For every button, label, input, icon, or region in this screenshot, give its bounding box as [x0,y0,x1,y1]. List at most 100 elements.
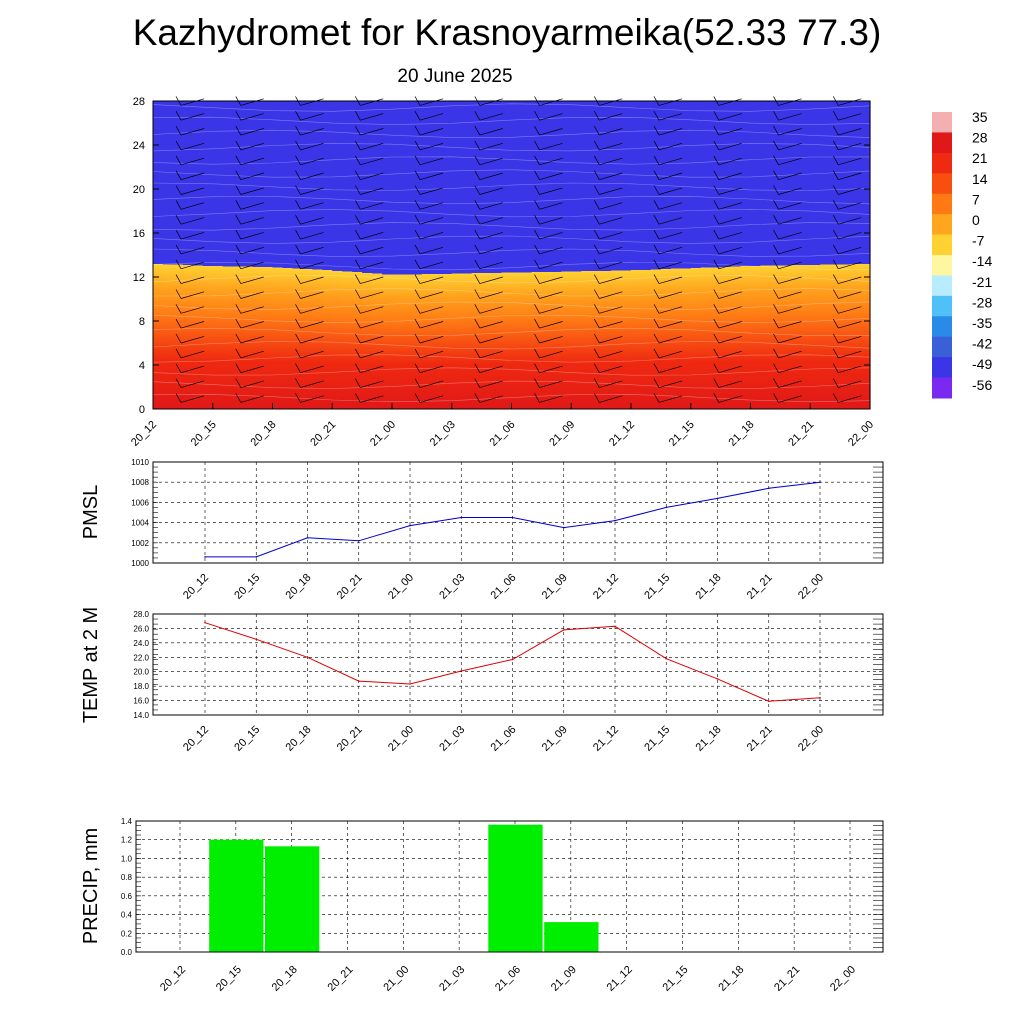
wind-barb [778,98,802,106]
wind-barb [479,172,503,181]
wind-barb [300,365,324,374]
wind-barb-flag [235,200,242,210]
contour-line [152,394,871,403]
wind-barb-flag [295,289,301,299]
temperature-strip [222,101,234,409]
wind-barb-flag [832,155,839,165]
wind-barb [419,395,444,403]
wind-barb-flag [175,348,182,359]
wind-barb-flag [175,259,182,269]
y-tick-label: 0.8 [121,873,133,882]
wind-barb [300,395,324,403]
colorbar-swatch [932,357,952,379]
wind-barb-flag [474,289,481,299]
y-tick-label: 4 [139,360,145,372]
temperature-strip [431,101,443,409]
wind-barb [718,261,742,270]
wind-barb [180,172,205,181]
temperature-strip [451,101,463,409]
colorbar-label: 14 [972,171,988,187]
wind-barb [360,142,384,151]
wind-barb [599,365,623,374]
wind-barb-flag [295,140,301,151]
wind-barb [599,261,623,270]
y-tick-label: 8 [139,316,145,328]
y-tick-label: 22.0 [133,653,149,662]
wind-barb-flag [713,378,720,388]
wind-barb [658,157,683,166]
wind-barb-flag [832,348,839,359]
wind-barb-flag [414,348,421,359]
wind-barb [838,232,862,240]
wind-barb-flag [773,304,779,314]
wind-barb-flag [713,170,720,180]
wind-barb [838,276,862,284]
x-tick-label: 20_15 [214,964,244,994]
wind-barb-flag [832,333,839,344]
precip-bar [488,824,543,952]
wind-barb-flag [653,229,660,240]
wind-barb-flag [414,393,421,403]
wind-barb [599,142,623,151]
wind-barb [419,380,444,388]
temperature-strip [322,101,333,409]
series-point [768,700,770,703]
wind-barb-flag [175,244,182,255]
cross-section-panel: 0 4 8 12 16 20 24 28 20_12 20_15 20_18 20_21 21_00 21… [129,96,876,449]
wind-barb-flag [295,155,301,165]
temperature-panel: 14.0 16.0 18.0 20.0 22.0 24.0 26.0 28.0 20_12 20_… [80,607,884,754]
wind-barb [300,172,324,181]
wind-barb-flag [534,378,540,388]
wind-barb-flag [295,348,301,359]
colorbar-label: -49 [972,356,992,372]
wind-barb [718,142,742,151]
x-tick-label: 21_21 [745,572,775,602]
temperature-strip [730,101,742,409]
wind-barb-flag [175,125,182,136]
wind-barb [180,98,205,106]
wind-barb-flag [235,318,242,329]
precip-bar [544,922,599,952]
wind-barb-flag [414,333,421,344]
wind-barb [778,202,802,210]
temperature-strip [421,101,433,409]
wind-barb-flag [235,229,242,240]
wind-barb-flag [832,363,839,373]
wind-barb [360,187,384,195]
series-point [306,537,309,539]
wind-barb [479,365,503,374]
wind-barb [180,217,205,225]
series-point [768,487,770,490]
wind-barb-flag [713,111,720,121]
wind-barb-flag [534,333,540,344]
contour-line [152,209,871,218]
x-tick-label: 21_21 [786,419,816,449]
temperature-strip [182,101,194,409]
wind-barb-flag [295,229,301,240]
wind-barb-flag [832,378,839,388]
colorbar-swatch [932,132,952,154]
wind-barb-flag [534,363,540,373]
series-point [255,556,258,558]
wind-barb [240,98,264,106]
wind-barb [360,128,384,136]
wind-barb [240,113,264,121]
colorbar-swatch [932,173,952,195]
wind-barb-flag [534,185,540,195]
temperature-strip [232,101,244,409]
x-tick-label: 22_00 [796,572,826,602]
temperature-strip [601,101,612,409]
wind-barb-flag [354,229,361,240]
x-tick-label: 21_18 [694,572,724,602]
wind-barb-flag [354,185,361,195]
x-tick-label: 21_09 [547,419,577,449]
y-axis-label: PRECIP, mm [80,828,102,944]
x-tick-label: 21_09 [549,964,579,994]
wind-barb [599,321,623,329]
wind-barb [419,128,444,136]
wind-barb [658,321,683,329]
colorbar-swatch [932,255,952,276]
wind-barb-flag [474,229,481,240]
wind-barb [778,172,802,181]
